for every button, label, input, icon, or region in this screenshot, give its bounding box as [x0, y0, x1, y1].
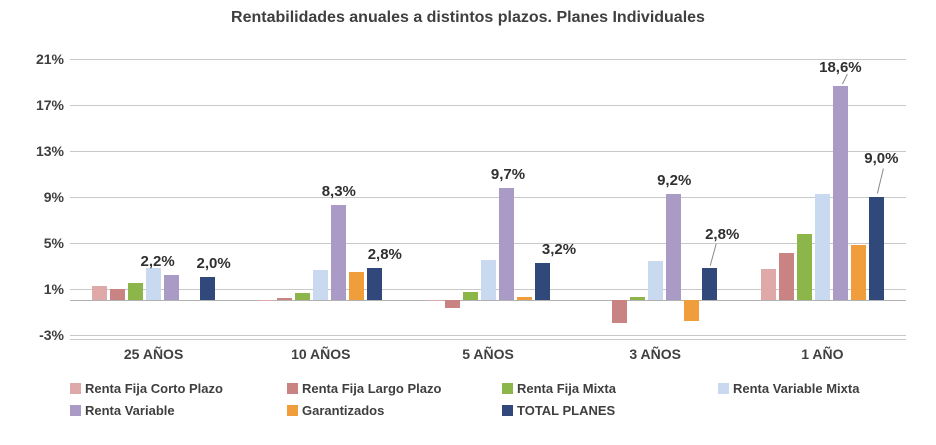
zero-axis-line [70, 300, 906, 301]
plot-bottom-border [70, 339, 906, 340]
data-label: 3,2% [541, 241, 577, 259]
bar [665, 194, 681, 300]
bar [313, 270, 329, 300]
x-axis-category-label: 10 AÑOS [291, 346, 351, 362]
y-axis-tick-label: -3% [39, 326, 64, 343]
bar [611, 300, 627, 323]
legend-item: Renta Fija Largo Plazo [287, 381, 441, 396]
y-axis-tick-label: 21% [35, 50, 64, 67]
bar [832, 86, 848, 300]
y-axis-tick-label: 17% [35, 96, 64, 113]
legend-swatch [287, 405, 298, 416]
data-label-leader-line [709, 243, 717, 266]
bar [850, 244, 866, 300]
legend-swatch [718, 383, 729, 394]
bar [629, 296, 645, 300]
bar [128, 282, 144, 300]
gridline [70, 104, 906, 106]
bar [647, 260, 663, 300]
data-label: 18,6% [819, 59, 862, 77]
legend-label: Renta Variable Mixta [733, 381, 860, 396]
bar [164, 274, 180, 300]
bar [868, 196, 884, 300]
gridline [70, 150, 906, 152]
x-axis-category-label: 25 AÑOS [123, 346, 184, 362]
y-axis-tick-label: 13% [35, 142, 64, 159]
legend-label: Renta Variable [85, 403, 175, 418]
data-label: 9,0% [864, 149, 899, 167]
legend-swatch [502, 383, 513, 394]
bar [110, 288, 126, 300]
bar [444, 300, 460, 309]
bar [516, 296, 532, 300]
data-label: 8,3% [321, 182, 356, 200]
gridline [70, 196, 906, 198]
bar [426, 300, 442, 302]
legend-swatch [502, 405, 513, 416]
x-axis-category-label: 3 AÑOS [629, 346, 681, 362]
data-label: 9,2% [657, 172, 692, 190]
bar [295, 293, 311, 300]
legend-item: Renta Fija Mixta [502, 381, 616, 396]
bar [92, 286, 108, 300]
legend-swatch [287, 383, 298, 394]
chart-title: Rentabilidades anuales a distintos plazo… [231, 9, 705, 26]
bar [534, 263, 550, 300]
data-label: 9,7% [490, 166, 526, 184]
legend-item: Renta Variable Mixta [718, 381, 859, 396]
legend-item: TOTAL PLANES [502, 403, 615, 418]
bar [367, 267, 383, 300]
data-label: 2,0% [196, 255, 231, 272]
bar [701, 267, 717, 300]
bar [259, 300, 275, 302]
gridline [70, 58, 906, 60]
y-axis-tick-label: 1% [43, 280, 64, 297]
bar [146, 267, 162, 300]
gridline [70, 334, 906, 336]
legend-label: Renta Fija Corto Plazo [85, 381, 223, 396]
legend-item: Renta Variable [70, 403, 175, 418]
bar [349, 272, 365, 300]
bar [814, 194, 830, 300]
legend-label: Garantizados [302, 403, 385, 418]
x-axis-category-label: 1 AÑO [801, 346, 844, 362]
legend-label: Renta Fija Mixta [517, 381, 616, 396]
bar [277, 297, 293, 300]
data-label-leader-line [876, 168, 884, 194]
legend-item: Renta Fija Corto Plazo [70, 381, 223, 396]
bar [462, 291, 478, 300]
bar [200, 277, 216, 300]
bar [683, 300, 699, 321]
y-axis-tick-label: 9% [43, 188, 64, 205]
bar [331, 204, 347, 300]
bar [498, 188, 514, 300]
gridline [70, 242, 906, 244]
bar [760, 268, 776, 300]
bar [480, 259, 496, 300]
legend-item: Garantizados [287, 403, 384, 418]
x-axis-category-label: 5 AÑOS [462, 346, 514, 362]
bar [796, 234, 812, 300]
legend-swatch [70, 405, 81, 416]
legend-label: TOTAL PLANES [517, 403, 616, 418]
data-label: 2,8% [367, 245, 402, 263]
data-label: 2,8% [705, 225, 740, 243]
legend-swatch [70, 383, 81, 394]
data-label: 2,2% [140, 252, 175, 270]
bar [778, 252, 794, 300]
legend-label: Renta Fija Largo Plazo [302, 381, 442, 396]
y-axis-tick-label: 5% [43, 234, 64, 251]
